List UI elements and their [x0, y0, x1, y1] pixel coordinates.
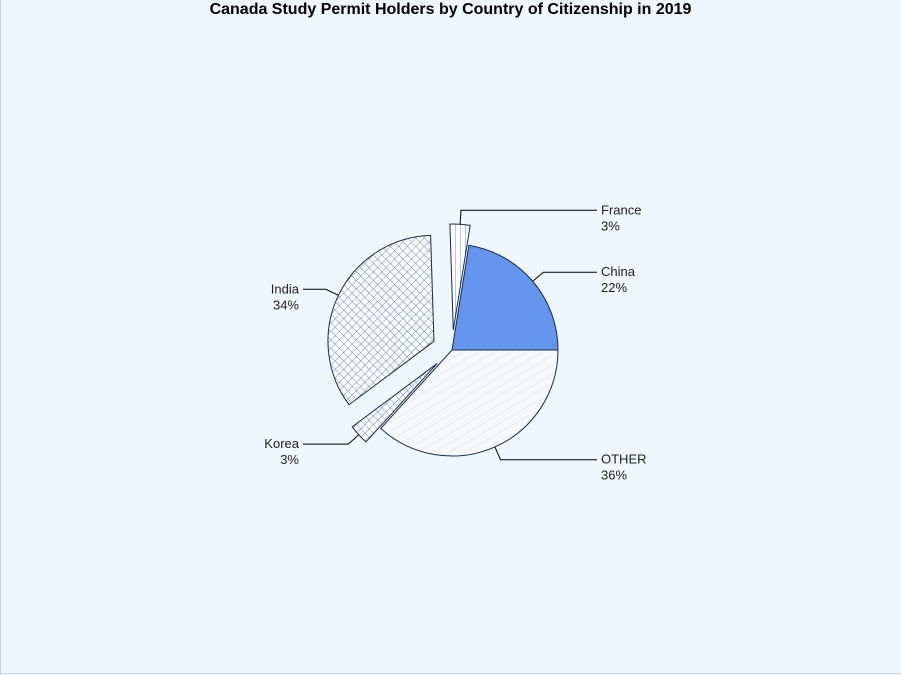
pie-slice-other: [380, 349, 559, 457]
slice-label-france: France: [601, 202, 641, 217]
slice-label-korea: Korea: [264, 436, 299, 451]
slice-label-china: China: [601, 264, 636, 279]
leader-line-france: [459, 209, 597, 225]
slice-percent-india: 34%: [273, 297, 299, 312]
leader-line-korea: [303, 434, 360, 445]
slice-percent-korea: 3%: [280, 452, 299, 467]
pie-slice-france: [449, 223, 471, 331]
leader-line-china: [532, 271, 597, 282]
slice-label-other: OTHER: [601, 452, 647, 467]
slices-layer: [327, 223, 559, 457]
pie-slice-china: [451, 244, 559, 351]
leader-line-india: [303, 288, 339, 296]
slice-percent-france: 3%: [601, 218, 620, 233]
slice-percent-china: 22%: [601, 280, 627, 295]
pie-slice-korea: [351, 363, 438, 443]
pie-slice-india: [327, 234, 435, 406]
slice-percent-other: 36%: [601, 468, 627, 483]
chart-title: Canada Study Permit Holders by Country o…: [209, 1, 692, 18]
slice-label-india: India: [271, 281, 300, 296]
leader-line-other: [494, 446, 597, 461]
